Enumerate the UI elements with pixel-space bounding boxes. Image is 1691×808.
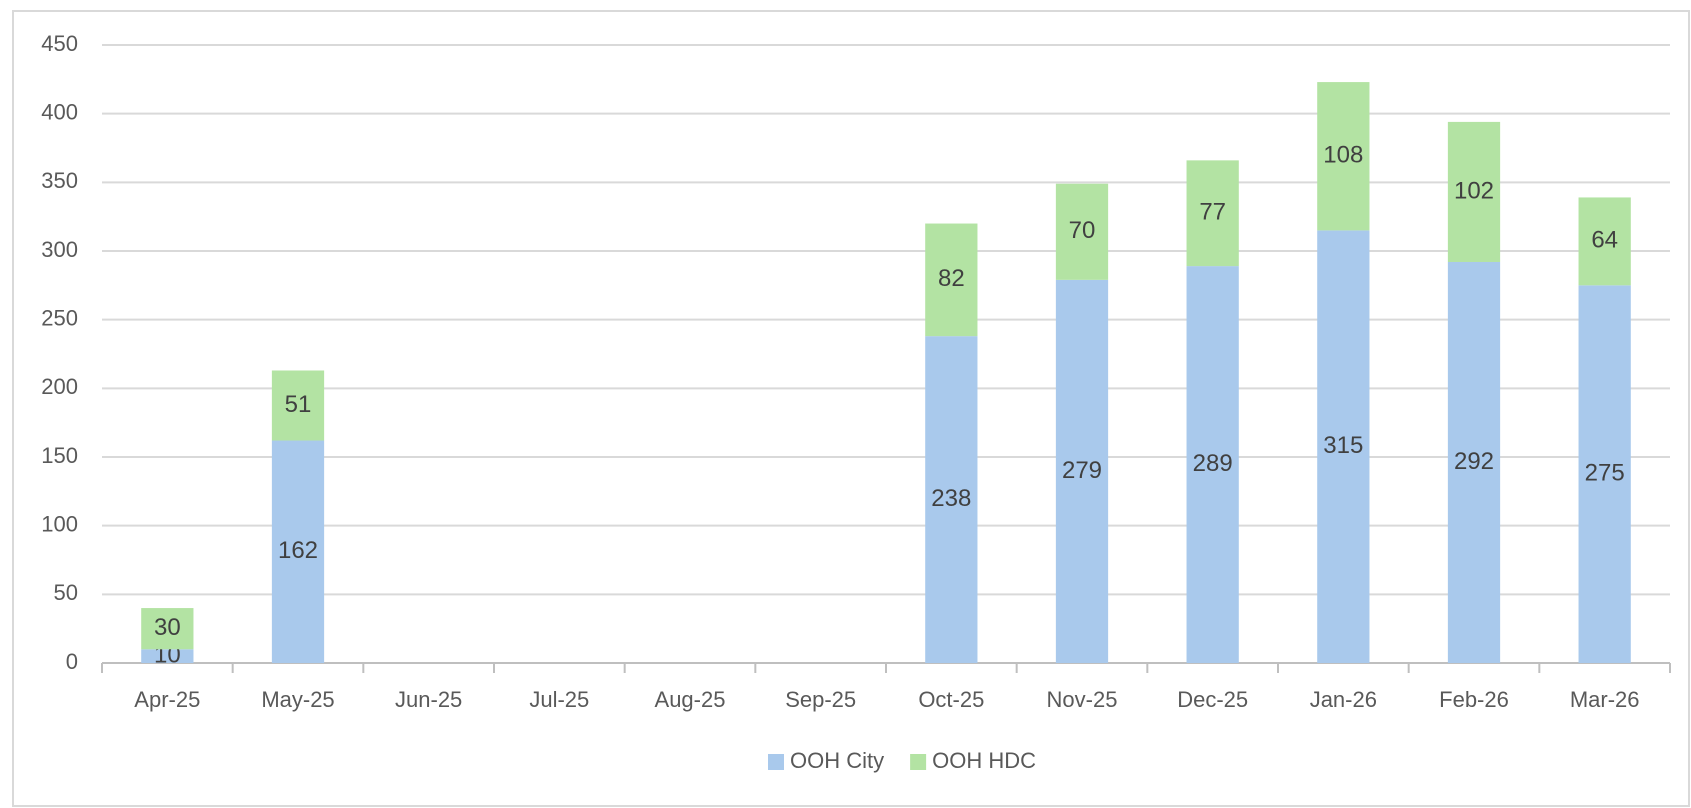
y-tick-label: 400 (41, 99, 78, 124)
bar-segment (1055, 279, 1109, 663)
bar-segment (1055, 183, 1109, 280)
bar-segment (1578, 285, 1631, 663)
data-label: 238 (931, 485, 971, 512)
bar-segment (925, 336, 978, 663)
bar-segment (271, 370, 325, 441)
x-tick-label: May-25 (261, 687, 334, 712)
data-label: 70 (1069, 217, 1096, 244)
x-tick-label: Jul-25 (529, 687, 589, 712)
bar-segment (1186, 160, 1239, 267)
legend-label: OOH City (790, 748, 884, 773)
x-tick-label: Apr-25 (134, 687, 200, 712)
data-label: 64 (1591, 227, 1618, 254)
x-tick-label: Feb-26 (1439, 687, 1509, 712)
bar-segment (1317, 82, 1370, 231)
data-label: 82 (938, 265, 965, 292)
data-label: 102 (1454, 177, 1494, 204)
x-tick-label: Aug-25 (655, 687, 726, 712)
legend-swatch (910, 754, 927, 770)
bar-segment (271, 440, 325, 663)
bar-segment (1447, 261, 1501, 663)
data-label: 77 (1199, 199, 1226, 226)
y-tick-label: 100 (41, 511, 78, 536)
y-tick-label: 0 (66, 649, 78, 674)
bar-segment (1186, 266, 1239, 663)
data-label: 108 (1323, 142, 1363, 169)
y-tick-label: 250 (41, 305, 78, 330)
bar-segment (141, 608, 194, 650)
y-tick-label: 450 (41, 31, 78, 56)
data-label: 315 (1323, 432, 1363, 459)
y-tick-label: 200 (41, 374, 78, 399)
legend-swatch (768, 754, 784, 770)
y-tick-label: 150 (41, 443, 78, 468)
x-tick-label: Nov-25 (1047, 687, 1118, 712)
data-label: 275 (1585, 460, 1625, 487)
data-label: 289 (1193, 450, 1233, 477)
data-label: 292 (1454, 448, 1494, 475)
data-label: 30 (154, 614, 181, 641)
x-tick-label: Mar-26 (1570, 687, 1640, 712)
x-tick-label: Sep-25 (785, 687, 856, 712)
bar-segment (925, 223, 978, 337)
bar-segment (141, 649, 194, 663)
data-label: 279 (1062, 457, 1102, 484)
bar-segment (1317, 230, 1370, 663)
x-tick-label: Jan-26 (1310, 687, 1377, 712)
x-tick-label: Dec-25 (1177, 687, 1248, 712)
data-label: 162 (278, 537, 318, 564)
x-tick-label: Jun-25 (395, 687, 462, 712)
legend-label: OOH HDC (932, 748, 1036, 773)
y-tick-label: 300 (41, 237, 78, 262)
x-tick-label: Oct-25 (918, 687, 984, 712)
y-tick-label: 50 (54, 580, 78, 605)
bar-segment (1447, 121, 1501, 262)
bar-segment (1578, 197, 1631, 286)
y-tick-label: 350 (41, 168, 78, 193)
data-label: 51 (285, 391, 312, 418)
